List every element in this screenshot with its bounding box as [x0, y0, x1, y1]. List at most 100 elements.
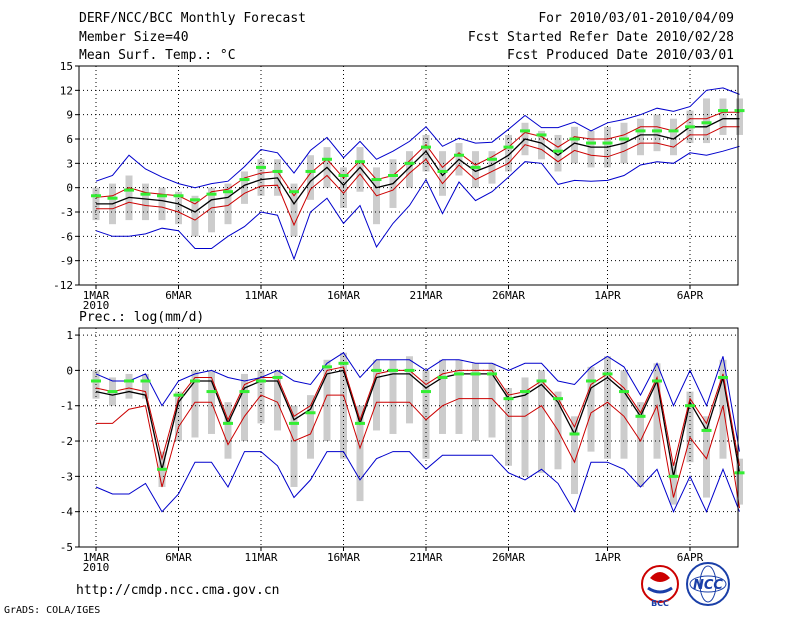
y-tick-label: 9 [66, 109, 73, 122]
y-tick-label: -3 [60, 206, 73, 219]
spread-box [637, 118, 644, 156]
ensemble-marker [668, 474, 679, 478]
series-upper_outer [95, 352, 740, 452]
ensemble-marker [239, 178, 250, 182]
ensemble-marker [223, 421, 233, 425]
ensemble-marker [305, 169, 316, 173]
x-tick-sublabel: 2010 [83, 299, 110, 312]
spread-box [356, 147, 364, 192]
ensemble-marker [289, 190, 299, 194]
member-size: Member Size=40 [79, 30, 189, 45]
ensemble-marker [536, 379, 547, 383]
x-tick-label: 16MAR [327, 289, 360, 302]
ensemble-marker [404, 368, 415, 372]
series-upper_inner [95, 366, 740, 466]
spread-box [142, 373, 149, 399]
x-tick-label: 6MAR [165, 289, 192, 302]
spread-box [637, 402, 644, 487]
series-lower_inner [96, 394, 740, 509]
x-tick-label: 1APR [594, 551, 621, 564]
series-lower_outer [95, 451, 740, 513]
ensemble-marker [140, 192, 151, 196]
ensemble-marker [652, 379, 662, 383]
spread-box [175, 191, 182, 225]
spread-box [142, 183, 149, 221]
y-tick-label: 6 [66, 133, 73, 146]
ensemble-marker [388, 368, 398, 372]
spread-box [488, 363, 496, 438]
series-lower_outer [95, 145, 740, 261]
ensemble-marker [553, 397, 563, 401]
x-tick-label: 21MAR [409, 551, 442, 564]
y-tick-label: -6 [60, 230, 73, 243]
y-tick-label: -2 [60, 435, 73, 448]
ensemble-marker [206, 192, 217, 196]
ensemble-marker [569, 432, 580, 436]
y-tick-label: 15 [60, 60, 73, 73]
spread-box [571, 126, 578, 164]
ensemble-marker [404, 161, 415, 165]
ensemble-marker [355, 160, 365, 164]
spread-box [406, 356, 413, 424]
ensemble-marker [536, 133, 547, 137]
ensemble-marker [223, 190, 233, 194]
ensemble-marker [734, 471, 745, 475]
ensemble-marker [454, 153, 464, 157]
x-tick-label: 6APR [677, 289, 704, 302]
ensemble-marker [503, 397, 514, 401]
spread-box [307, 395, 314, 459]
spread-box [719, 98, 727, 135]
spread-box [703, 98, 710, 144]
ensemble-marker [124, 188, 134, 192]
ensemble-marker [107, 196, 118, 200]
ensemble-marker [256, 165, 266, 169]
spread-box [373, 359, 380, 431]
ensemble-marker [239, 390, 250, 394]
spread-box [719, 359, 727, 459]
ensemble-marker [454, 372, 464, 376]
spread-box [323, 359, 331, 442]
ensemble-marker [503, 145, 514, 149]
x-tick-label: 6APR [677, 551, 704, 564]
ensemble-marker [157, 467, 167, 471]
spread-box [455, 359, 463, 434]
y-tick-label: 1 [66, 329, 73, 342]
series-mean [96, 118, 740, 213]
spread-box [604, 356, 611, 459]
ensemble-marker [652, 129, 662, 133]
ensemble-marker [371, 368, 382, 372]
ensemble-marker [685, 125, 695, 129]
spread-box [158, 187, 166, 221]
series-upper_outer [95, 87, 740, 189]
spread-box [653, 363, 661, 459]
spread-box [439, 359, 446, 434]
spread-box [406, 151, 413, 188]
x-tick-label: 21MAR [409, 289, 442, 302]
x-tick-label: 6MAR [165, 551, 192, 564]
footer-url[interactable]: http://cmdp.ncc.cma.gov.cn [76, 583, 280, 598]
ensemble-marker [553, 149, 563, 153]
ensemble-marker [124, 379, 134, 383]
ensemble-marker [91, 194, 101, 198]
ensemble-marker [586, 141, 596, 145]
series-mean [95, 369, 741, 477]
ensemble-marker [635, 414, 646, 418]
spread-box [670, 462, 677, 505]
spread-box [422, 134, 430, 172]
spread-box [439, 151, 446, 196]
ensemble-marker [619, 390, 629, 394]
ncc-logo: NCC [686, 562, 730, 606]
ensemble-marker [322, 157, 332, 161]
spread-box [356, 405, 364, 502]
ensemble-marker [421, 145, 431, 149]
y-tick-label: 0 [66, 182, 73, 195]
plot-frame [78, 65, 739, 286]
spread-box [290, 183, 298, 237]
spread-box [703, 416, 710, 498]
spread-box [653, 114, 661, 152]
grads-credit: GrADS: COLA/IGES [4, 605, 101, 616]
bcc-logo-text: BCC [651, 599, 669, 608]
